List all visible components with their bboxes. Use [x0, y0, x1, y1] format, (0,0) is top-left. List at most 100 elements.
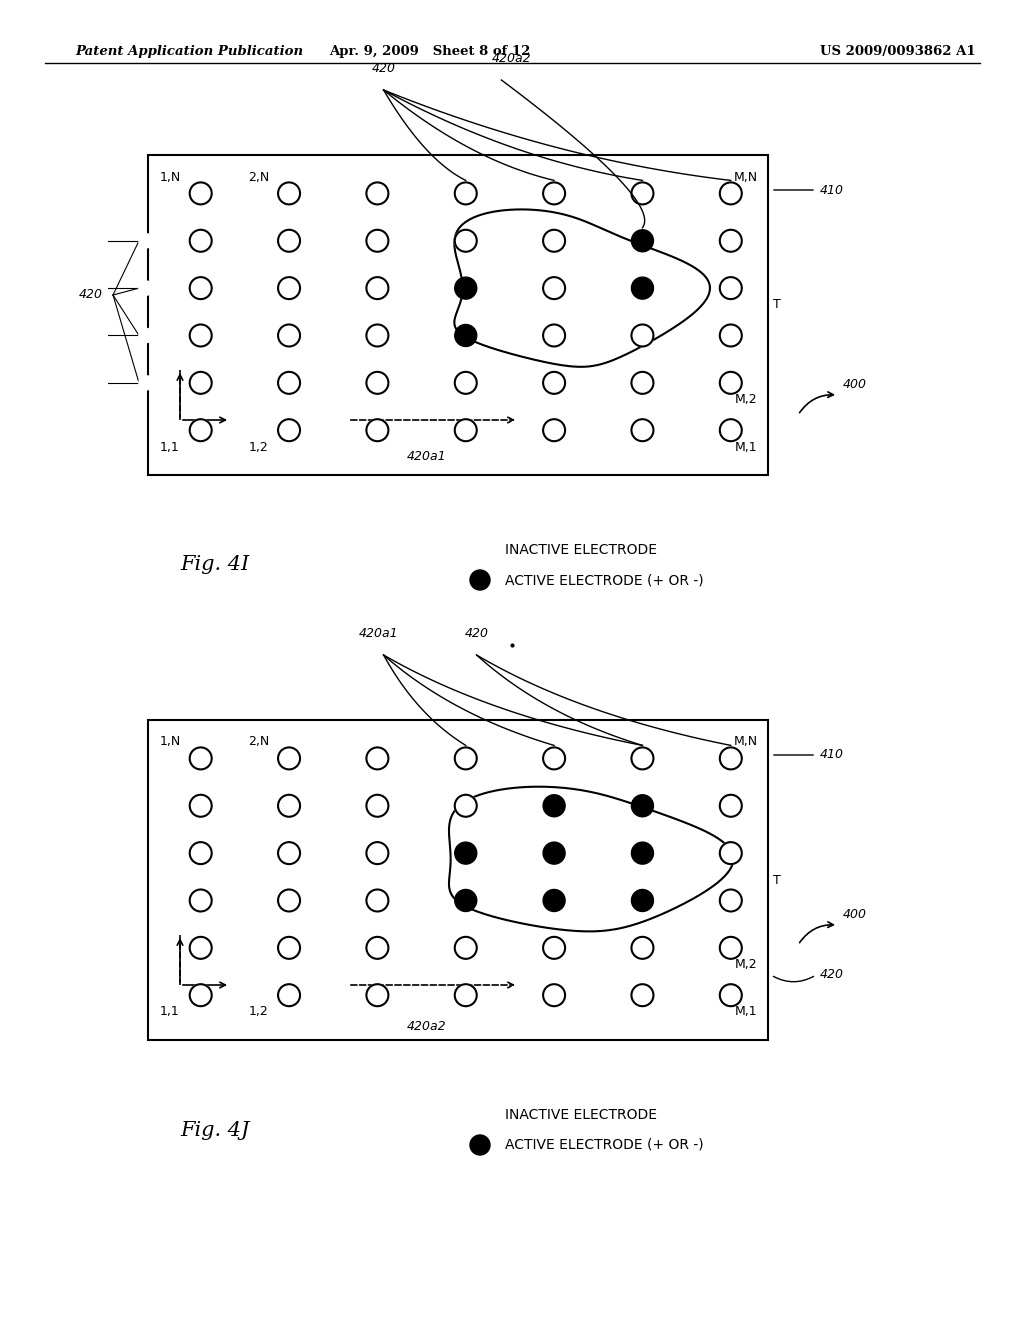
Circle shape	[189, 325, 212, 346]
Text: 410: 410	[820, 748, 844, 762]
Circle shape	[279, 747, 300, 770]
Text: Fig. 4J: Fig. 4J	[180, 1121, 250, 1139]
Text: 420a2: 420a2	[492, 51, 531, 65]
Circle shape	[279, 372, 300, 393]
Circle shape	[470, 1135, 490, 1155]
Circle shape	[455, 277, 477, 300]
Text: INACTIVE ELECTRODE: INACTIVE ELECTRODE	[505, 543, 657, 557]
Circle shape	[543, 230, 565, 252]
Circle shape	[367, 937, 388, 958]
Circle shape	[367, 230, 388, 252]
Circle shape	[367, 325, 388, 346]
Circle shape	[189, 890, 212, 912]
Circle shape	[543, 842, 565, 865]
Text: 1,N: 1,N	[160, 735, 180, 748]
Circle shape	[543, 937, 565, 958]
Circle shape	[189, 372, 212, 393]
Circle shape	[367, 420, 388, 441]
Text: 420a1: 420a1	[408, 450, 446, 463]
Circle shape	[139, 329, 153, 342]
Text: M,1: M,1	[734, 441, 758, 454]
Bar	[148, 154, 768, 475]
Circle shape	[367, 985, 388, 1006]
Circle shape	[720, 230, 741, 252]
Text: 2,N: 2,N	[248, 170, 269, 183]
Text: 1,1: 1,1	[160, 441, 180, 454]
Circle shape	[367, 842, 388, 865]
Text: 410: 410	[820, 183, 844, 197]
Text: M,N: M,N	[734, 735, 758, 748]
Circle shape	[455, 230, 477, 252]
Circle shape	[279, 937, 300, 958]
Circle shape	[720, 325, 741, 346]
Circle shape	[543, 325, 565, 346]
Circle shape	[139, 234, 153, 248]
Text: 1,2: 1,2	[249, 441, 268, 454]
Circle shape	[720, 420, 741, 441]
Text: 420a1: 420a1	[358, 627, 398, 640]
Circle shape	[632, 277, 653, 300]
Text: ACTIVE ELECTRODE (+ OR -): ACTIVE ELECTRODE (+ OR -)	[505, 1138, 703, 1152]
Text: Apr. 9, 2009   Sheet 8 of 12: Apr. 9, 2009 Sheet 8 of 12	[330, 45, 530, 58]
Circle shape	[632, 937, 653, 958]
Circle shape	[367, 372, 388, 393]
Circle shape	[632, 842, 653, 865]
Circle shape	[279, 182, 300, 205]
Text: M,2: M,2	[734, 958, 758, 972]
Circle shape	[632, 420, 653, 441]
Text: 420: 420	[820, 969, 844, 982]
Circle shape	[632, 747, 653, 770]
Text: INACTIVE ELECTRODE: INACTIVE ELECTRODE	[505, 1107, 657, 1122]
Circle shape	[543, 277, 565, 300]
Text: T: T	[773, 298, 780, 312]
Circle shape	[720, 842, 741, 865]
Text: M,N: M,N	[734, 170, 758, 183]
Circle shape	[367, 795, 388, 817]
Circle shape	[279, 890, 300, 912]
Text: 2,N: 2,N	[248, 735, 269, 748]
Circle shape	[632, 985, 653, 1006]
Circle shape	[543, 420, 565, 441]
Circle shape	[720, 372, 741, 393]
Circle shape	[632, 372, 653, 393]
Circle shape	[279, 985, 300, 1006]
Circle shape	[543, 985, 565, 1006]
Text: US 2009/0093862 A1: US 2009/0093862 A1	[820, 45, 976, 58]
Circle shape	[455, 182, 477, 205]
Text: ACTIVE ELECTRODE (+ OR -): ACTIVE ELECTRODE (+ OR -)	[505, 573, 703, 587]
Circle shape	[189, 985, 212, 1006]
Circle shape	[279, 842, 300, 865]
Circle shape	[455, 842, 477, 865]
Circle shape	[470, 570, 490, 590]
Circle shape	[455, 747, 477, 770]
Circle shape	[720, 277, 741, 300]
Circle shape	[455, 420, 477, 441]
Circle shape	[367, 182, 388, 205]
Circle shape	[189, 842, 212, 865]
Circle shape	[139, 281, 153, 296]
Circle shape	[367, 890, 388, 912]
Circle shape	[543, 747, 565, 770]
Text: 400: 400	[843, 379, 867, 392]
Text: 420a2: 420a2	[408, 1020, 446, 1034]
Circle shape	[632, 795, 653, 817]
Bar	[148, 719, 768, 1040]
Circle shape	[632, 182, 653, 205]
Circle shape	[279, 230, 300, 252]
Text: 400: 400	[843, 908, 867, 921]
Circle shape	[279, 325, 300, 346]
Circle shape	[455, 372, 477, 393]
Circle shape	[632, 325, 653, 346]
Circle shape	[279, 277, 300, 300]
Circle shape	[455, 890, 477, 912]
Text: Patent Application Publication: Patent Application Publication	[75, 45, 303, 58]
Circle shape	[543, 182, 565, 205]
Circle shape	[720, 985, 741, 1006]
Circle shape	[720, 182, 741, 205]
Circle shape	[455, 985, 477, 1006]
Text: Fig. 4I: Fig. 4I	[180, 556, 250, 574]
Circle shape	[189, 795, 212, 817]
Circle shape	[720, 890, 741, 912]
Text: M,2: M,2	[734, 393, 758, 407]
Circle shape	[189, 182, 212, 205]
